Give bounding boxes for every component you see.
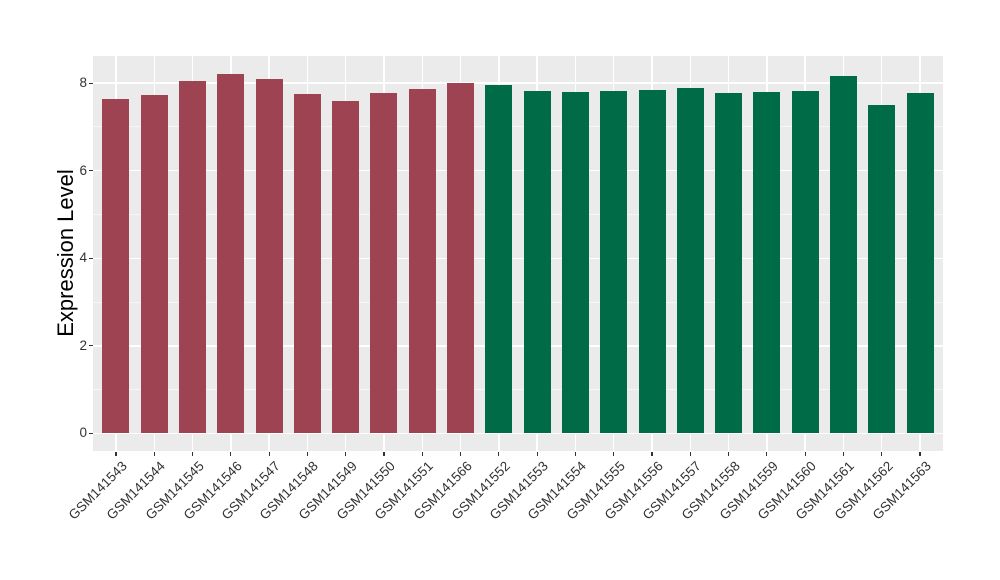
bar-GSM141560 <box>791 91 819 434</box>
x-tick-mark <box>459 451 462 456</box>
x-tick-mark <box>689 451 691 456</box>
gridline-minor-y <box>93 126 943 128</box>
y-tick-label: 6 <box>79 162 87 178</box>
y-tick-mark <box>88 345 93 347</box>
gridline-major-y <box>93 345 943 347</box>
bar-GSM141562 <box>868 105 896 434</box>
x-tick-mark <box>191 451 194 456</box>
gridline-major-y <box>93 432 943 435</box>
x-tick-mark <box>574 451 577 456</box>
bar-GSM141554 <box>561 92 589 434</box>
x-tick-mark <box>383 451 385 456</box>
bar-GSM141550 <box>370 92 398 434</box>
y-tick-label: 4 <box>79 250 87 266</box>
x-tick-mark <box>842 451 845 456</box>
y-tick-mark <box>88 170 93 172</box>
bar-GSM141561 <box>829 76 857 434</box>
y-tick-mark <box>88 82 93 84</box>
plot-panel <box>93 56 943 451</box>
y-tick-mark <box>88 257 93 259</box>
y-tick-mark <box>88 432 93 435</box>
bar-GSM141553 <box>523 91 551 434</box>
x-tick-mark <box>536 451 538 456</box>
bar-GSM141549 <box>332 100 360 434</box>
x-tick-mark <box>919 451 921 456</box>
bar-GSM141559 <box>753 92 781 434</box>
bar-GSM141546 <box>217 74 245 434</box>
gridline-major-y <box>93 82 943 84</box>
bar-GSM141543 <box>102 98 130 434</box>
bar-GSM141545 <box>179 81 207 434</box>
bar-GSM141551 <box>408 89 436 434</box>
x-tick-mark <box>230 451 232 456</box>
gridline-major-y <box>93 257 943 259</box>
x-tick-mark <box>613 451 615 456</box>
gridline-major-y <box>93 170 943 172</box>
x-tick-mark <box>498 451 500 456</box>
y-tick-label: 8 <box>79 75 87 91</box>
x-tick-mark <box>727 451 730 456</box>
gridline-minor-y <box>93 301 943 303</box>
bar-GSM141547 <box>255 78 283 434</box>
bar-GSM141548 <box>293 93 321 434</box>
x-tick-mark <box>651 451 653 456</box>
bar-GSM141557 <box>676 88 704 434</box>
x-tick-mark <box>115 451 117 456</box>
x-tick-mark <box>153 451 155 456</box>
bar-GSM141563 <box>906 92 934 434</box>
bar-GSM141552 <box>485 85 513 434</box>
bar-GSM141544 <box>140 95 168 434</box>
bar-GSM141566 <box>447 83 475 434</box>
y-tick-label: 0 <box>79 425 87 441</box>
x-tick-mark <box>804 451 806 456</box>
x-tick-mark <box>345 451 347 456</box>
x-tick-mark <box>306 451 308 456</box>
gridline-minor-y <box>93 389 943 391</box>
bar-GSM141555 <box>600 91 628 434</box>
x-tick-mark <box>421 451 423 456</box>
x-tick-mark <box>766 451 768 456</box>
gridline-minor-y <box>93 214 943 216</box>
x-tick-mark <box>268 451 270 456</box>
x-tick-mark <box>881 451 883 456</box>
bar-GSM141556 <box>638 89 666 434</box>
bar-GSM141558 <box>715 92 743 434</box>
y-tick-label: 2 <box>79 337 87 353</box>
